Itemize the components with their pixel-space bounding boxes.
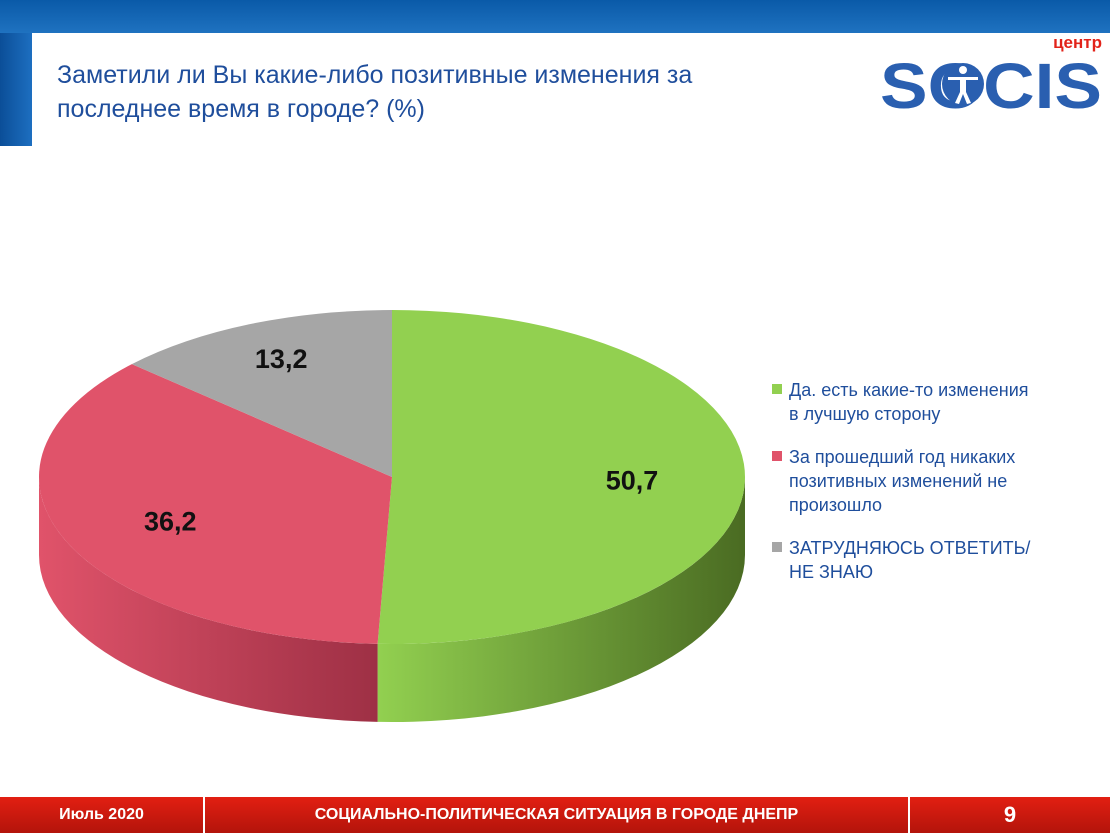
legend-label-yes: Да. есть какие-то изменения в лучшую сто… — [789, 380, 1029, 424]
pie-slice-dont-know — [131, 310, 393, 477]
pie-slice-yes-side — [377, 477, 745, 722]
socis-logo: центр SOCIS — [880, 33, 1102, 116]
pie-slice-dont-know-label: 13,2 — [255, 344, 308, 374]
slide-title: Заметили ли Вы какие-либо позитивные изм… — [57, 58, 817, 126]
pie-slice-no-changes-side — [39, 477, 378, 722]
logo-main-text: SOCIS — [880, 50, 1102, 116]
footer-divider — [203, 797, 205, 833]
footer-date: Июль 2020 — [59, 806, 144, 823]
page-number: 9 — [1003, 802, 1017, 827]
legend-swatch-no-changes — [772, 451, 782, 461]
pie-slice-yes-label: 50,7 — [606, 465, 659, 495]
legend-swatch-yes — [772, 384, 782, 394]
footer-title: СОЦИАЛЬНО-ПОЛИТИЧЕСКАЯ СИТУАЦИЯ В ГОРОДЕ… — [314, 806, 799, 823]
logo-figure-icon — [942, 63, 984, 105]
slide-title-line-1: Заметили ли Вы какие-либо позитивные изм… — [57, 61, 693, 89]
legend-item-dont-know: ЗАТРУДНЯЮСЬ ОТВЕТИТЬ/ НЕ ЗНАЮ — [772, 536, 1102, 584]
chart-legend: Да. есть какие-то изменения в лучшую сто… — [772, 378, 1102, 603]
left-accent-bar — [0, 33, 32, 146]
pie-slice-no-changes — [38, 364, 392, 644]
legend-item-no-changes: За прошедший год никаких позитивных изме… — [772, 445, 1102, 517]
legend-swatch-dont-know — [772, 542, 782, 552]
footer-divider — [908, 797, 910, 833]
footer-bar: Июль 2020 СОЦИАЛЬНО-ПОЛИТИЧЕСКАЯ СИТУАЦИ… — [0, 797, 1110, 833]
logo-top-text: центр — [1053, 33, 1102, 52]
legend-item-yes: Да. есть какие-то изменения в лучшую сто… — [772, 378, 1102, 426]
pie-chart: 50,7 36,2 13,2 — [38, 310, 745, 722]
legend-label-no-changes: За прошедший год никаких позитивных изме… — [789, 447, 1016, 515]
slide-title-line-2: последнее время в городе? (%) — [57, 95, 425, 123]
pie-slice-no-changes-label: 36,2 — [144, 507, 197, 537]
top-banner — [0, 0, 1110, 33]
pie-slice-yes — [377, 310, 745, 644]
legend-label-dont-know: ЗАТРУДНЯЮСЬ ОТВЕТИТЬ/ НЕ ЗНАЮ — [789, 538, 1031, 582]
